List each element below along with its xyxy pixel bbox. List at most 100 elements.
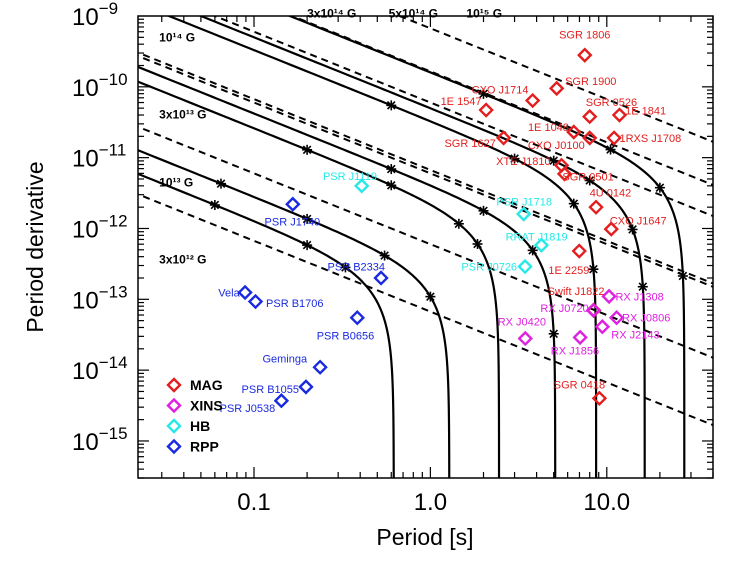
field-line-4 [138, 51, 713, 285]
point-psr-b0656 [349, 310, 365, 326]
label-sgr-1806: SGR 1806 [559, 29, 610, 41]
track-marker-3-3 [453, 218, 464, 229]
point-sgr-1900 [549, 80, 565, 97]
track-marker-1-3 [302, 240, 313, 251]
label-sgr-0526: SGR 0526 [586, 97, 637, 109]
x-tick-label: 1.0 [414, 489, 447, 516]
track-markers-layer [126, 88, 688, 339]
point-psr-b1055 [298, 379, 314, 395]
field-line-5 [212, 16, 713, 218]
y-tick-label: 10−10 [72, 70, 128, 102]
label-rx-j2143: RX J2143 [611, 329, 659, 341]
label-cxo-j0100: CXO J0100 [528, 140, 585, 152]
label-sgr-1900: SGR 1900 [565, 76, 616, 88]
point-rrat-j1819 [533, 237, 550, 253]
field-label-6: 5x10¹⁴ G [389, 7, 438, 21]
point-rx-j1308 [601, 288, 617, 305]
labels-layer: 3x10¹² G 10¹³ G 3x10¹³ G 10¹⁴ G 3x10¹⁴ G 5x10… [159, 7, 681, 416]
label-psr-b1706: PSR B1706 [266, 298, 323, 310]
evolution-track-4 [138, 65, 557, 478]
track-marker-6-2 [584, 175, 595, 186]
track-marker-1-1 [126, 166, 136, 176]
track-marker-4-3 [527, 245, 538, 256]
track-marker-7-1 [478, 88, 489, 99]
track-marker-6-4 [637, 281, 648, 292]
field-label-1: 3x10¹² G [159, 253, 206, 267]
track-marker-4-2 [478, 205, 489, 216]
field-label-5: 3x10¹⁴ G [307, 7, 356, 21]
label-psr-j1119: PSR J1119 [323, 171, 377, 183]
y-tick-label: 10−12 [72, 211, 128, 243]
label-4u-0142: 4U 0142 [590, 188, 632, 200]
evolution-tracks-layer [138, 16, 686, 478]
track-marker-4-1 [386, 164, 397, 175]
label-psr-j1718: PSR J1718 [496, 197, 552, 209]
label-psr-j0538: PSR J0538 [220, 403, 276, 415]
y-tick-label: 10−13 [72, 282, 128, 314]
field-line-2 [138, 193, 713, 427]
evolution-track-3 [138, 80, 501, 478]
y-tick-label: 10−15 [72, 424, 128, 456]
legend-label-xins: XINS [190, 398, 223, 414]
point-rx-j0420 [517, 330, 533, 347]
point-cxo-j1714 [524, 92, 541, 109]
label-swift-j1822: Swift J1822 [548, 286, 605, 298]
label-1e-1547: 1E 1547 [441, 96, 482, 108]
track-marker-6-3 [627, 224, 638, 235]
label-cxo-j1647: CXO J1647 [610, 215, 667, 227]
label-cxo-j1714: CXO J1714 [472, 85, 529, 97]
track-marker-2-2 [302, 213, 313, 224]
legend-marker-hb [166, 418, 182, 434]
point-sgr-0526 [582, 108, 598, 125]
label-sgr-1627: SGR 1627 [444, 138, 495, 150]
label-rrat-j1819: RRAT J1819 [506, 232, 568, 244]
point-1e-1547 [478, 102, 494, 118]
label-psr-b0656: PSR B0656 [317, 330, 374, 342]
track-marker-3-4 [472, 238, 483, 249]
point-cxo-j1647 [603, 221, 619, 237]
y-axis-label: Period derivative [22, 161, 48, 332]
legend-label-rpp: RPP [190, 439, 219, 455]
track-marker-2-4 [425, 291, 436, 302]
point-sgr-0418 [591, 390, 608, 407]
label-rx-j1856: RX J1856 [551, 345, 599, 357]
point-4u-0142 [588, 199, 604, 215]
legend-marker-rpp [166, 438, 182, 455]
point-1rxs-j1708 [606, 130, 622, 146]
point-1e-1841 [611, 107, 628, 123]
label-rx-j0720: RX J0720 [540, 303, 588, 315]
track-marker-5-2 [509, 153, 520, 164]
track-marker-5-4 [588, 264, 599, 275]
evolution-track-7 [287, 16, 686, 478]
point-psr-j1740 [285, 196, 301, 212]
legend: MAG XINS HB RPP [166, 377, 223, 455]
point-psr-j1718 [516, 206, 532, 222]
x-tick-label: 0.1 [237, 489, 270, 516]
label-rx-j0806: RX J0806 [622, 313, 670, 325]
point-cxo-j0100 [582, 130, 598, 146]
y-tick-label: 10−14 [72, 353, 128, 385]
point-rx-j0806 [608, 310, 625, 326]
point-sgr-0501 [556, 166, 573, 182]
plot-frame [137, 15, 714, 479]
point-rx-j1856 [572, 329, 588, 346]
field-label-2: 10¹³ G [159, 176, 193, 190]
track-marker-2-3 [379, 250, 390, 261]
point-psr-j1119 [354, 178, 370, 194]
point-psr-b2334 [373, 270, 389, 286]
data-points-layer [237, 47, 628, 409]
legend-label-mag: MAG [190, 377, 223, 393]
label-sgr-0501: SGR 0501 [562, 172, 613, 184]
label-sgr-0418: SGR 0418 [554, 379, 605, 391]
evolution-track-1 [138, 172, 395, 478]
field-label-7: 10¹⁵ G [466, 7, 502, 21]
y-tick-label: 10−9 [72, 0, 118, 31]
point-1e-2259 [571, 243, 587, 259]
label-rx-j0420: RX J0420 [498, 316, 546, 328]
evolution-track-5 [166, 16, 598, 478]
track-marker-1-2 [209, 199, 220, 210]
label-geminga: Geminga [262, 354, 308, 366]
point-vela [237, 284, 253, 301]
label-1e-1048: 1E 1048 [528, 122, 569, 134]
legend-marker-xins [166, 397, 182, 414]
